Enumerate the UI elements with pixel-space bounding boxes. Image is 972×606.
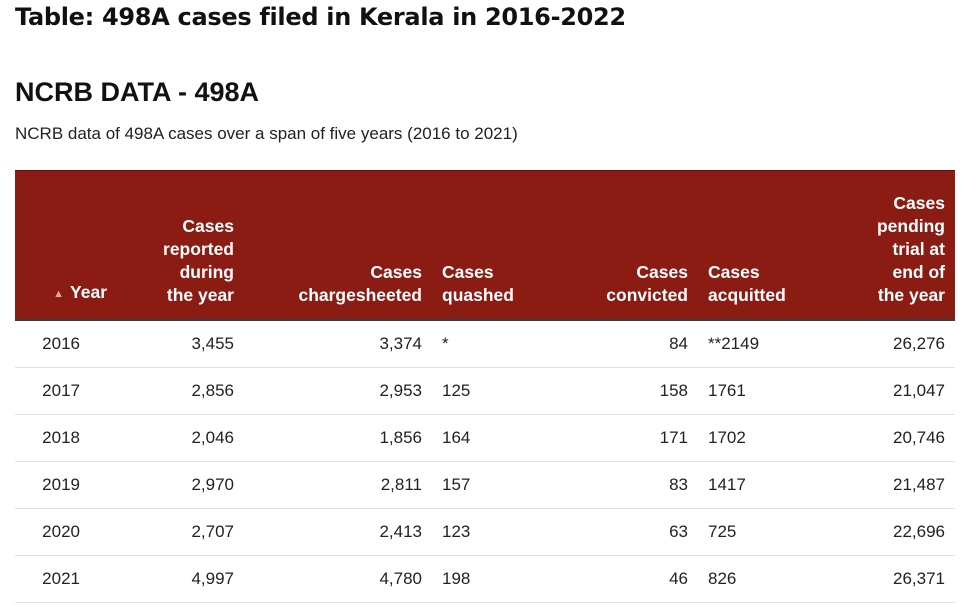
cell-year: 2016	[15, 320, 117, 368]
header-label: the year	[166, 285, 234, 305]
cell-pending: 26,276	[831, 320, 955, 368]
cell-reported: 2,970	[117, 461, 244, 509]
cell-pending: 21,047	[831, 367, 955, 415]
column-header-convicted[interactable]: Cases convicted	[557, 170, 698, 321]
cell-convicted: 63	[557, 508, 698, 556]
header-label: during	[179, 262, 234, 282]
header-label: Cases	[442, 262, 494, 282]
cell-pending: 20,746	[831, 414, 955, 462]
cell-acquitted: 826	[698, 555, 831, 603]
cell-pending: 26,371	[831, 555, 955, 603]
cell-convicted: 158	[557, 367, 698, 415]
cell-chargesheeted: 1,856	[244, 414, 432, 462]
table-row: 2017 2,856 2,953 125 158 1761 21,047	[15, 367, 955, 415]
cell-convicted: 171	[557, 414, 698, 462]
column-header-quashed[interactable]: Cases quashed	[432, 170, 557, 321]
cell-quashed: 123	[432, 508, 557, 556]
header-label: reported	[163, 239, 234, 259]
header-label: Cases	[182, 216, 234, 236]
cell-pending: 22,696	[831, 508, 955, 556]
cell-year: 2018	[15, 414, 117, 462]
cell-chargesheeted: 2,413	[244, 508, 432, 556]
cell-chargesheeted: 3,374	[244, 320, 432, 368]
cell-chargesheeted: 4,780	[244, 555, 432, 603]
table-row: 2016 3,455 3,374 * 84 **2149 26,276	[15, 320, 955, 368]
cell-quashed: 198	[432, 555, 557, 603]
header-row: ▲ Year Cases reported during the year Cases c…	[15, 170, 955, 321]
header-label: the year	[877, 285, 945, 305]
header-label: trial at	[892, 239, 945, 259]
table-row: 2019 2,970 2,811 157 83 1417 21,487	[15, 461, 955, 509]
column-header-reported[interactable]: Cases reported during the year	[117, 170, 244, 321]
cell-acquitted: 1702	[698, 414, 831, 462]
cell-year: 2019	[15, 461, 117, 509]
cell-reported: 3,455	[117, 320, 244, 368]
header-label: Cases	[370, 262, 422, 282]
cell-convicted: 84	[557, 320, 698, 368]
cell-acquitted: 725	[698, 508, 831, 556]
cell-acquitted: 1417	[698, 461, 831, 509]
column-header-pending[interactable]: Cases pending trial at end of the year	[831, 170, 955, 321]
table-row: 2018 2,046 1,856 164 171 1702 20,746	[15, 414, 955, 462]
table-row: 2020 2,707 2,413 123 63 725 22,696	[15, 508, 955, 556]
table-subtitle: NCRB data of 498A cases over a span of f…	[15, 124, 518, 143]
cell-chargesheeted: 2,811	[244, 461, 432, 509]
header-label: Cases	[893, 193, 945, 213]
page-title: Table: 498A cases filed in Kerala in 201…	[15, 3, 626, 31]
cell-quashed: *	[432, 320, 557, 368]
header-label: Cases	[636, 262, 688, 282]
header-label: acquitted	[708, 285, 786, 305]
cell-reported: 2,046	[117, 414, 244, 462]
cell-convicted: 83	[557, 461, 698, 509]
column-header-acquitted[interactable]: Cases acquitted	[698, 170, 831, 321]
cell-year: 2020	[15, 508, 117, 556]
header-label: chargesheeted	[298, 285, 422, 305]
cell-acquitted: **2149	[698, 320, 831, 368]
cell-reported: 2,707	[117, 508, 244, 556]
header-label: Year	[70, 282, 107, 302]
cell-reported: 4,997	[117, 555, 244, 603]
cell-quashed: 164	[432, 414, 557, 462]
cell-quashed: 157	[432, 461, 557, 509]
cell-convicted: 46	[557, 555, 698, 603]
header-label: convicted	[606, 285, 688, 305]
cell-year: 2017	[15, 367, 117, 415]
cell-quashed: 125	[432, 367, 557, 415]
table-row: 2021 4,997 4,780 198 46 826 26,371	[15, 555, 955, 603]
column-header-year[interactable]: ▲ Year	[15, 170, 117, 321]
cell-year: 2021	[15, 555, 117, 603]
cell-pending: 21,487	[831, 461, 955, 509]
header-label: end of	[892, 262, 946, 282]
sort-ascending-icon[interactable]: ▲	[53, 288, 65, 300]
header-label: Cases	[708, 262, 760, 282]
section-title: NCRB DATA - 498A	[15, 77, 260, 107]
header-label: pending	[876, 216, 945, 236]
cell-reported: 2,856	[117, 367, 244, 415]
column-header-chargesheeted[interactable]: Cases chargesheeted	[244, 170, 432, 321]
cell-acquitted: 1761	[698, 367, 831, 415]
cell-chargesheeted: 2,953	[244, 367, 432, 415]
header-label: quashed	[442, 285, 514, 305]
cases-table: ▲ Year Cases reported during the year Cases c…	[15, 170, 955, 603]
